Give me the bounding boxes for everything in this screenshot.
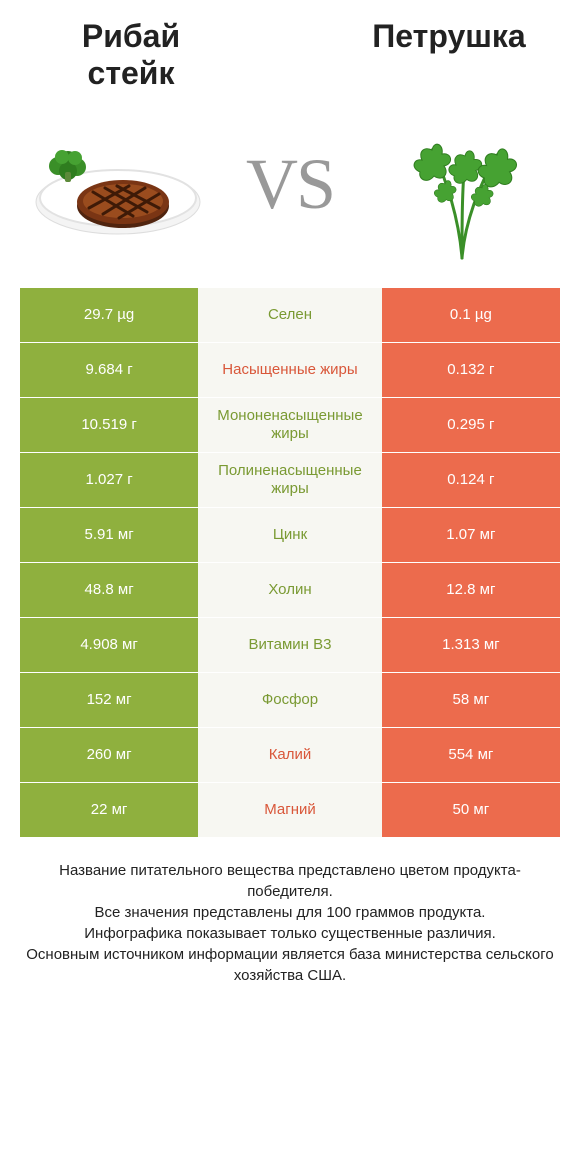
nutrient-name: Селен bbox=[198, 288, 382, 342]
nutrient-table: 29.7 µgСелен0.1 µg9.684 гНасыщенные жиры… bbox=[20, 288, 560, 838]
right-value: 50 мг bbox=[382, 783, 560, 837]
nutrient-name: Насыщенные жиры bbox=[198, 343, 382, 397]
left-value: 1.027 г bbox=[20, 453, 198, 507]
left-title-line1: Рибай bbox=[82, 18, 180, 54]
left-title-line2: стейк bbox=[88, 55, 175, 91]
footer-line: Инфографика показывает только существенн… bbox=[24, 923, 556, 944]
table-row: 152 мгФосфор58 мг bbox=[20, 673, 560, 728]
table-row: 29.7 µgСелен0.1 µg bbox=[20, 288, 560, 343]
nutrient-name: Мононенасыщенные жиры bbox=[198, 398, 382, 452]
table-row: 260 мгКалий554 мг bbox=[20, 728, 560, 783]
vs-text: VS bbox=[220, 143, 360, 226]
left-value: 10.519 г bbox=[20, 398, 198, 452]
right-product-title: Петрушка bbox=[330, 18, 568, 55]
left-value: 4.908 мг bbox=[20, 618, 198, 672]
table-row: 1.027 гПолиненасыщенные жиры0.124 г bbox=[20, 453, 560, 508]
footer-line: Основным источником информации является … bbox=[24, 944, 556, 986]
right-value: 0.295 г bbox=[382, 398, 560, 452]
left-value: 152 мг bbox=[20, 673, 198, 727]
nutrient-name: Цинк bbox=[198, 508, 382, 562]
steak-image bbox=[28, 110, 208, 260]
nutrient-name: Полиненасыщенные жиры bbox=[198, 453, 382, 507]
left-value: 260 мг bbox=[20, 728, 198, 782]
parsley-image bbox=[372, 110, 552, 260]
table-row: 5.91 мгЦинк1.07 мг bbox=[20, 508, 560, 563]
right-value: 554 мг bbox=[382, 728, 560, 782]
footer-notes: Название питательного вещества представл… bbox=[0, 860, 580, 986]
table-row: 4.908 мгВитамин B31.313 мг bbox=[20, 618, 560, 673]
left-value: 29.7 µg bbox=[20, 288, 198, 342]
header: Рибай стейк Петрушка bbox=[0, 0, 580, 98]
nutrient-name: Калий bbox=[198, 728, 382, 782]
right-value: 0.1 µg bbox=[382, 288, 560, 342]
infographic-root: Рибай стейк Петрушка bbox=[0, 0, 580, 986]
right-value: 0.124 г bbox=[382, 453, 560, 507]
nutrient-name: Витамин B3 bbox=[198, 618, 382, 672]
right-value: 12.8 мг bbox=[382, 563, 560, 617]
nutrient-name: Магний bbox=[198, 783, 382, 837]
table-row: 22 мгМагний50 мг bbox=[20, 783, 560, 838]
right-value: 58 мг bbox=[382, 673, 560, 727]
right-value: 1.07 мг bbox=[382, 508, 560, 562]
left-product-title: Рибай стейк bbox=[12, 18, 250, 92]
left-value: 5.91 мг bbox=[20, 508, 198, 562]
nutrient-name: Холин bbox=[198, 563, 382, 617]
right-value: 1.313 мг bbox=[382, 618, 560, 672]
image-row: VS bbox=[0, 98, 580, 288]
table-row: 10.519 гМононенасыщенные жиры0.295 г bbox=[20, 398, 560, 453]
table-row: 48.8 мгХолин12.8 мг bbox=[20, 563, 560, 618]
table-row: 9.684 гНасыщенные жиры0.132 г bbox=[20, 343, 560, 398]
nutrient-name: Фосфор bbox=[198, 673, 382, 727]
footer-line: Все значения представлены для 100 граммо… bbox=[24, 902, 556, 923]
left-value: 9.684 г bbox=[20, 343, 198, 397]
left-value: 22 мг bbox=[20, 783, 198, 837]
right-value: 0.132 г bbox=[382, 343, 560, 397]
footer-line: Название питательного вещества представл… bbox=[24, 860, 556, 902]
left-value: 48.8 мг bbox=[20, 563, 198, 617]
